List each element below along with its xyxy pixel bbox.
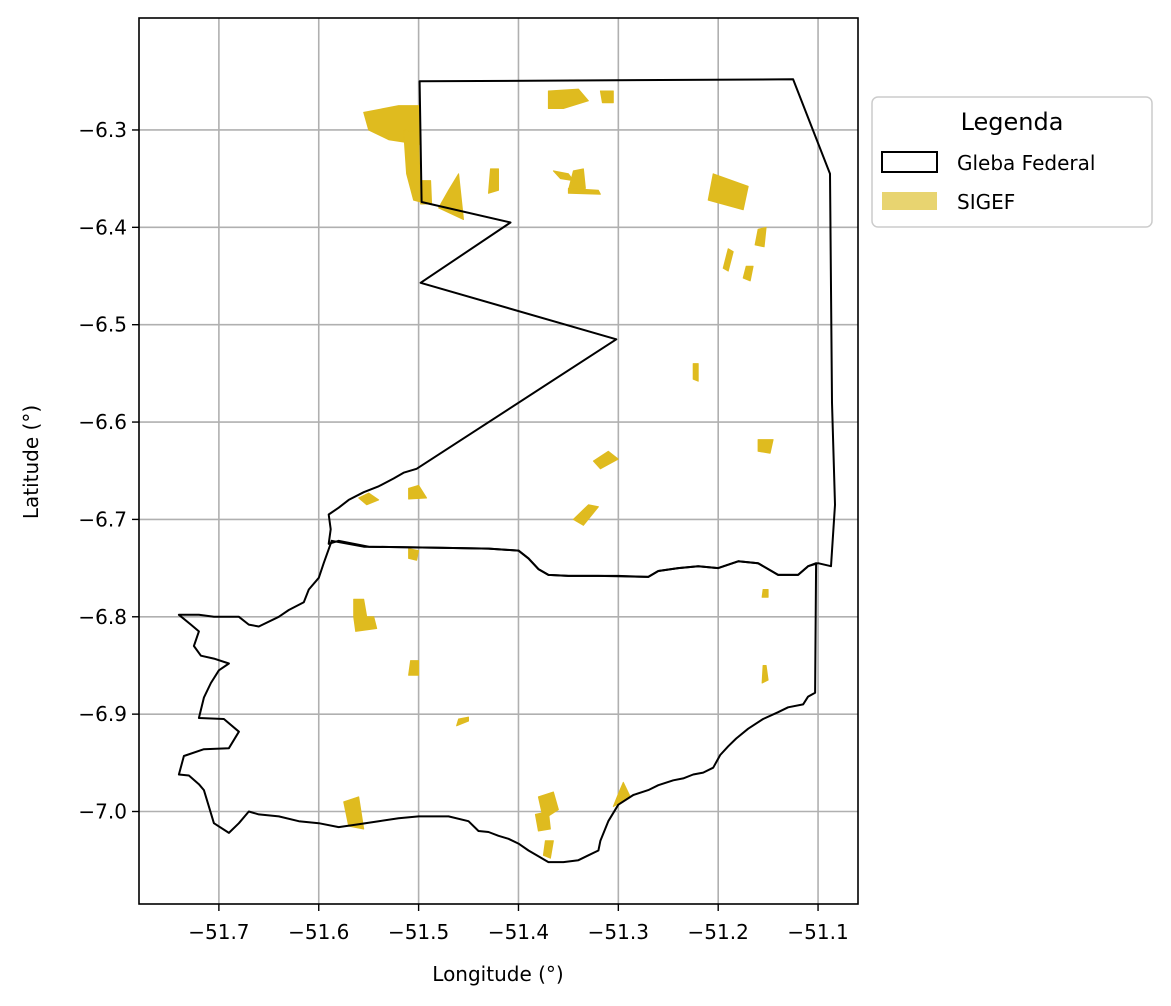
sigef-parcel	[761, 665, 769, 684]
plot-background	[139, 18, 858, 904]
y-tick-label: −7.0	[78, 800, 127, 824]
sigef-parcel	[488, 168, 499, 194]
y-axis-title: Latitude (°)	[19, 405, 43, 519]
legend: Legenda Gleba Federal SIGEF	[871, 96, 1153, 228]
y-tick-label: −6.8	[78, 605, 127, 629]
sigef-parcel	[757, 439, 774, 454]
sigef-parcel	[542, 840, 554, 859]
gleba-federal-layer	[177, 78, 836, 864]
sigef-parcel	[408, 548, 420, 561]
sigef-parcel	[408, 660, 420, 676]
y-tick-label: −6.7	[78, 507, 127, 531]
x-axis-title: Longitude (°)	[432, 962, 563, 986]
y-axis: −6.3 −6.4 −6.5 −6.6 −6.7 −6.8 −6.9 −7.0	[78, 118, 139, 824]
y-tick-label: −6.6	[78, 410, 127, 434]
sigef-parcel	[707, 173, 749, 211]
sigef-parcel	[742, 265, 754, 282]
sigef-parcel	[403, 129, 422, 203]
x-tick-label: −51.6	[288, 920, 349, 944]
x-tick-label: −51.3	[588, 920, 649, 944]
sigef-parcel	[547, 88, 589, 109]
sigef-parcel	[353, 616, 378, 632]
sigef-parcel	[408, 484, 428, 500]
x-tick-label: −51.2	[688, 920, 749, 944]
x-axis: −51.7 −51.6 −51.5 −51.4 −51.3 −51.2 −51.1	[188, 904, 849, 944]
sigef-parcel	[592, 450, 619, 470]
plot-area	[138, 17, 859, 905]
x-tick-label: −51.4	[488, 920, 549, 944]
sigef-parcel	[722, 248, 734, 272]
x-tick-label: −51.5	[388, 920, 449, 944]
x-tick-label: −51.1	[787, 920, 848, 944]
sigef-parcel	[567, 168, 586, 191]
legend-label-sigef: SIGEF	[957, 190, 1015, 214]
sigef-parcel	[572, 504, 599, 526]
sigef-parcel	[612, 781, 631, 808]
y-tick-label: −6.9	[78, 702, 127, 726]
sigef-parcel	[567, 187, 601, 195]
y-tick-label: −6.4	[78, 215, 127, 239]
plot-frame	[138, 17, 859, 905]
legend-swatch-gleba-federal	[881, 151, 938, 173]
sigef-parcel	[534, 811, 551, 832]
y-tick-label: −6.3	[78, 118, 127, 142]
sigef-parcel	[358, 492, 380, 506]
legend-box	[871, 96, 1153, 228]
legend-title: Legenda	[961, 108, 1064, 136]
legend-swatch-sigef	[882, 192, 937, 210]
gleba-federal-boundary	[177, 539, 818, 864]
x-tick-label: −51.7	[188, 920, 249, 944]
sigef-parcel	[761, 589, 769, 598]
sigef-parcel	[343, 796, 365, 830]
sigef-parcel	[692, 363, 699, 382]
sigef-parcel	[599, 90, 614, 104]
legend-label-gleba-federal: Gleba Federal	[957, 151, 1095, 175]
y-tick-label: −6.5	[78, 313, 127, 337]
sigef-parcel	[754, 226, 767, 248]
sigef-parcel	[456, 716, 469, 727]
